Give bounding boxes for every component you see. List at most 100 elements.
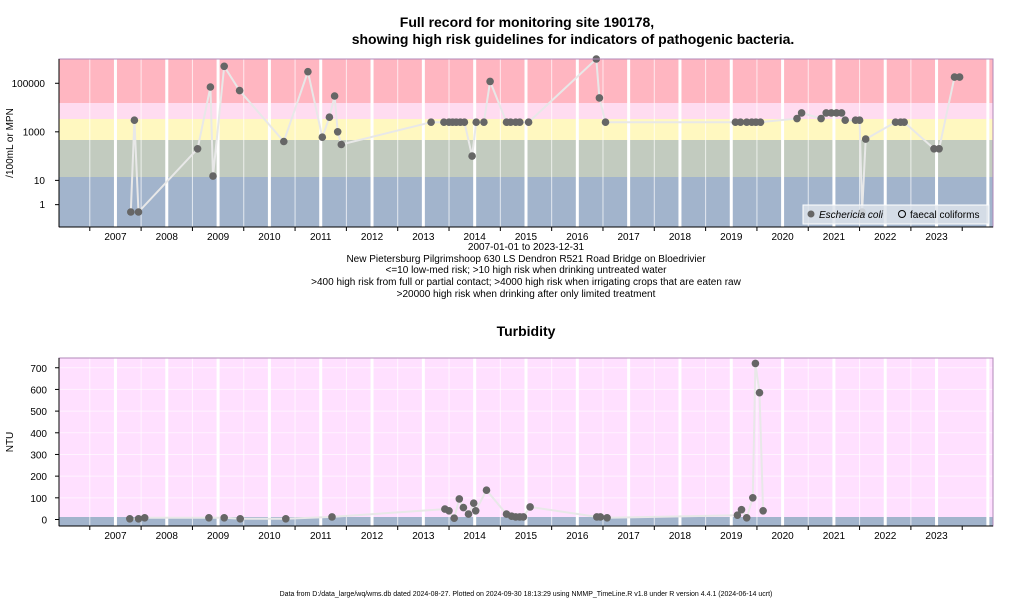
data-point [759, 507, 767, 515]
bacteria-ylabel: /100mL or MPN [5, 108, 16, 178]
data-point [304, 67, 312, 76]
data-point [955, 73, 964, 81]
data-point [756, 118, 765, 126]
data-point [469, 499, 478, 508]
data-point [220, 62, 228, 71]
x-tick-label: 2021 [823, 232, 846, 243]
x-tick-label: 2021 [823, 531, 846, 542]
x-tick-label: 2009 [207, 531, 230, 542]
data-point [126, 515, 134, 523]
data-point [464, 510, 473, 518]
data-point [134, 515, 143, 523]
turbidity-points [126, 359, 767, 523]
x-tick-label: 2010 [258, 232, 281, 243]
data-point [450, 514, 459, 522]
y-tick-label: 100 [30, 494, 47, 505]
data-point [325, 113, 334, 121]
data-point [282, 515, 290, 523]
date-range: 2007-01-01 to 2023-12-31 [468, 242, 585, 253]
data-point [480, 118, 488, 126]
data-point [596, 513, 605, 521]
data-point [935, 145, 943, 153]
data-point [127, 208, 135, 216]
x-tick-label: 2009 [207, 232, 230, 243]
legend-box [802, 204, 990, 225]
y-tick-label: 600 [30, 385, 47, 396]
data-point [486, 77, 494, 86]
data-point [793, 114, 801, 123]
data-point [472, 118, 481, 126]
legend-faecal-label: faecal coliforms [910, 210, 979, 221]
data-point [737, 505, 746, 514]
data-point [603, 514, 611, 522]
data-point [861, 135, 870, 143]
legend-ecoli-label: Eschericia coli [819, 210, 884, 221]
data-point [468, 152, 476, 160]
legend-ecoli-marker [807, 210, 815, 218]
x-tick-label: 2017 [618, 232, 641, 243]
data-point [797, 109, 806, 117]
y-tick-label: 300 [30, 450, 47, 461]
risk-note-3: >20000 high risk when drinking after onl… [397, 289, 656, 300]
y-tick-label: 1000 [23, 127, 46, 138]
data-point [526, 503, 534, 511]
data-point [837, 109, 846, 117]
bacteria-x-axis: 2007 2008 2009 2010 2011 2012 2013 2014 2015 2016… [59, 226, 993, 243]
data-point [337, 140, 346, 149]
data-point [519, 513, 528, 521]
data-point [206, 83, 215, 91]
x-tick-label: 2015 [515, 531, 538, 542]
data-point [236, 515, 244, 523]
x-tick-label: 2008 [156, 531, 179, 542]
data-point [130, 116, 139, 124]
x-tick-label: 2022 [874, 232, 897, 243]
data-point [280, 137, 288, 146]
turbidity-x-axis: 2007 2008 2009 2010 2011 2012 2013 2014 2015 2016… [59, 525, 993, 542]
y-tick-label: 100000 [12, 79, 46, 90]
data-point [524, 118, 533, 126]
bacteria-plot-area [58, 55, 994, 228]
bacteria-grid [89, 59, 990, 227]
x-tick-label: 2014 [464, 531, 487, 542]
data-point [235, 86, 244, 95]
data-point [841, 116, 849, 124]
ecoli-points [127, 55, 964, 216]
x-tick-label: 2023 [925, 232, 948, 243]
turbidity-title: Turbidity [497, 323, 556, 339]
data-point [900, 118, 908, 126]
footer-note: Data from D:/data_large/wq/wms.db dated … [280, 591, 773, 598]
data-point [330, 92, 339, 100]
y-tick-label: 200 [30, 472, 47, 483]
x-tick-label: 2020 [771, 232, 794, 243]
y-tick-label: 500 [30, 407, 47, 418]
x-tick-label: 2013 [412, 232, 435, 243]
x-tick-label: 2013 [412, 531, 435, 542]
y-tick-label: 0 [41, 515, 47, 526]
y-tick-label: 700 [30, 364, 47, 375]
x-tick-label: 2020 [771, 531, 794, 542]
x-tick-label: 2019 [720, 232, 743, 243]
data-point [827, 109, 836, 117]
bacteria-legend: Eschericia coli faecal coliforms [802, 204, 990, 225]
x-tick-label: 2018 [669, 531, 692, 542]
data-point [134, 208, 143, 216]
risk-note-1: <=10 low-med risk; >10 high risk when dr… [386, 265, 668, 276]
y-tick-label: 10 [34, 176, 46, 187]
data-point [755, 388, 764, 397]
x-tick-label: 2019 [720, 531, 743, 542]
data-point [220, 514, 228, 522]
x-tick-label: 2017 [618, 531, 641, 542]
data-point [601, 118, 610, 126]
data-point [736, 118, 745, 126]
data-point [140, 514, 149, 522]
data-point [460, 118, 469, 126]
site-name: New Pietersburg Pilgrimshoop 630 LS Dend… [346, 254, 706, 265]
data-point [193, 145, 202, 153]
y-tick-label: 400 [30, 429, 47, 440]
data-point [459, 503, 468, 512]
data-point [751, 359, 760, 368]
turbidity-ylabel: NTU [5, 432, 16, 453]
x-tick-label: 2023 [925, 531, 948, 542]
data-point [455, 495, 464, 503]
